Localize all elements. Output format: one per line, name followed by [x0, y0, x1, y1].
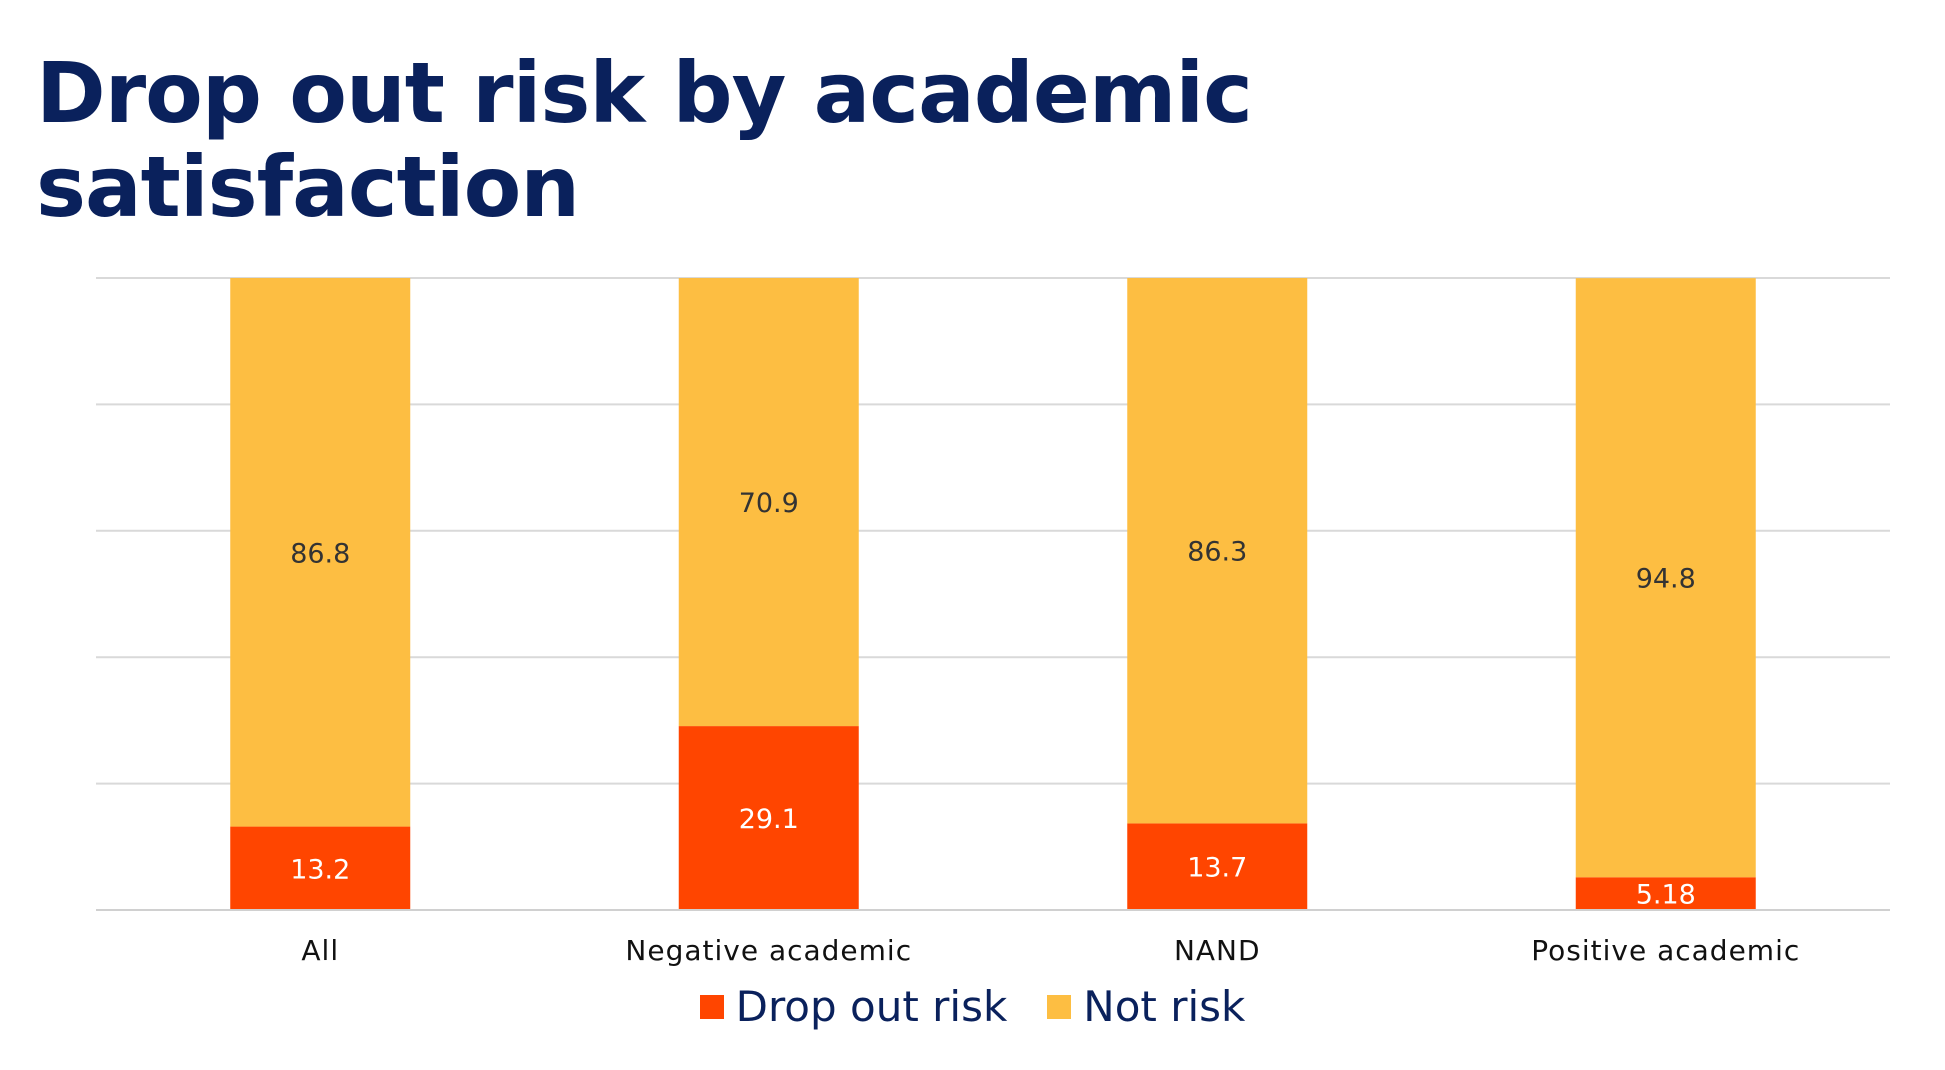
bar-drop-out-risk: [678, 726, 859, 910]
legend-swatch: [699, 994, 724, 1019]
data-label: 86.3: [1187, 537, 1247, 568]
data-label: 5.18: [1636, 880, 1696, 911]
legend-label: Drop out risk: [735, 982, 1008, 1031]
chart-title: Drop out risk by academic satisfaction: [36, 44, 1253, 236]
data-label: 86.8: [290, 538, 350, 569]
bar-drop-out-risk: [1575, 877, 1756, 910]
category-label: NAND: [1174, 934, 1261, 967]
bar-not-risk: [1127, 278, 1308, 824]
bar-not-risk: [1575, 278, 1756, 878]
data-label: 29.1: [739, 804, 799, 835]
data-label: 13.2: [290, 854, 350, 885]
data-label: 94.8: [1636, 564, 1696, 595]
category-label: Positive academic: [1531, 934, 1800, 967]
legend-label: Not risk: [1083, 982, 1246, 1031]
legend: Drop out risk Not risk: [0, 982, 1945, 1031]
bar-not-risk: [230, 278, 411, 827]
data-label: 13.7: [1187, 853, 1247, 884]
data-label: 70.9: [739, 488, 799, 519]
category-label: Negative academic: [625, 934, 912, 967]
legend-item: Drop out risk: [699, 982, 1008, 1031]
bar-not-risk: [678, 278, 859, 727]
category-label: All: [301, 934, 339, 967]
legend-item: Not risk: [1047, 982, 1245, 1031]
bar-drop-out-risk: [1127, 823, 1308, 910]
legend-swatch: [1047, 994, 1072, 1019]
bar-drop-out-risk: [230, 826, 411, 910]
